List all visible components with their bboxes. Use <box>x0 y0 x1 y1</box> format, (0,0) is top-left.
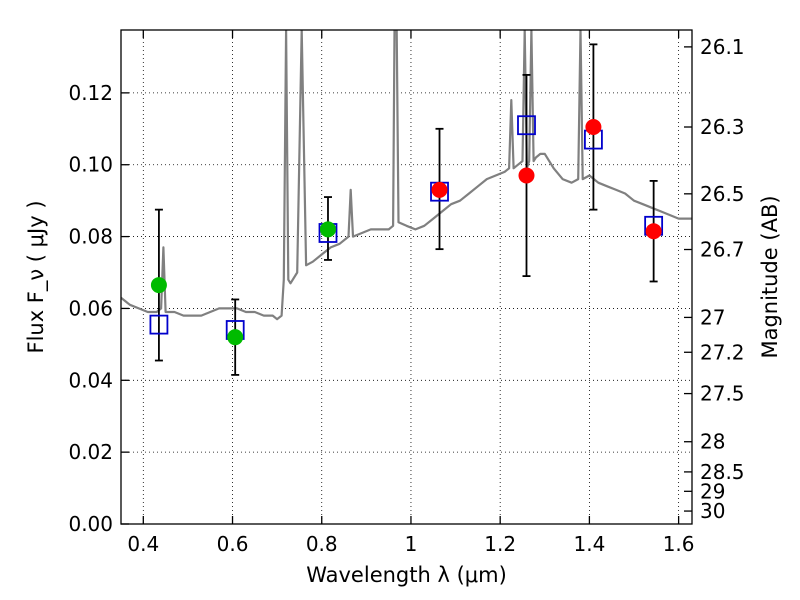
model-photometry-square <box>517 115 536 136</box>
model-photometry-square <box>149 314 169 335</box>
x-tick-label: 1.4 <box>573 532 605 556</box>
y-tick-label: 0.08 <box>68 225 113 249</box>
y2-axis-label: Magnitude (AB) <box>758 195 782 358</box>
y-tick-label: 0.02 <box>68 440 113 464</box>
observed-photometry-point <box>431 181 448 198</box>
y2-tick-label: 27.2 <box>700 340 745 364</box>
x-tick-label: 0.4 <box>127 532 159 556</box>
x-axis-ticks: 0.4 0.6 0.8 1 1.2 1.4 1.6 <box>127 30 695 556</box>
model-spectrum <box>121 30 692 321</box>
x-tick-label: 0.8 <box>306 532 338 556</box>
y-tick-label: 0.06 <box>68 296 113 320</box>
y-tick-label: 0.00 <box>68 512 113 536</box>
plot-frame <box>120 29 693 525</box>
y2-tick-label: 29 <box>700 479 725 503</box>
model-photometry-markers <box>149 115 664 340</box>
x-tick-label: 0.6 <box>217 532 249 556</box>
y-axis-ticks: 0.00 0.02 0.04 0.06 0.08 0.10 0.12 <box>68 81 129 536</box>
y2-tick-label: 26.5 <box>700 182 745 206</box>
x-tick-label: 1 <box>405 532 418 556</box>
y2-tick-label: 26.3 <box>700 115 745 139</box>
y2-tick-label: 30 <box>700 499 725 523</box>
grid-lines <box>121 30 692 525</box>
model-spectrum-line <box>121 30 692 321</box>
x-axis-label: Wavelength λ (μm) <box>306 563 507 587</box>
y-tick-label: 0.10 <box>68 153 113 177</box>
observed-photometry-point <box>150 277 167 294</box>
y2-tick-label: 27.5 <box>700 382 745 406</box>
y2-tick-label: 26.1 <box>700 35 745 59</box>
observed-photometry-point <box>319 221 336 238</box>
y2-tick-label: 27 <box>700 305 725 329</box>
x-tick-label: 1.6 <box>663 532 695 556</box>
observed-photometry-point <box>645 223 662 240</box>
x-tick-label: 1.2 <box>484 532 516 556</box>
y2-tick-label: 28.5 <box>700 460 745 484</box>
y-tick-label: 0.12 <box>68 81 113 105</box>
observed-photometry-point <box>585 119 602 136</box>
y-axis-label: Flux F_ν ( μJy ) <box>24 200 49 353</box>
y-tick-label: 0.04 <box>68 368 113 392</box>
observed-photometry-point <box>227 329 244 346</box>
y2-tick-label: 28 <box>700 430 725 454</box>
observed-photometry-point <box>518 167 535 184</box>
observed-photometry-markers <box>150 119 662 346</box>
y2-tick-label: 26.7 <box>700 238 745 262</box>
